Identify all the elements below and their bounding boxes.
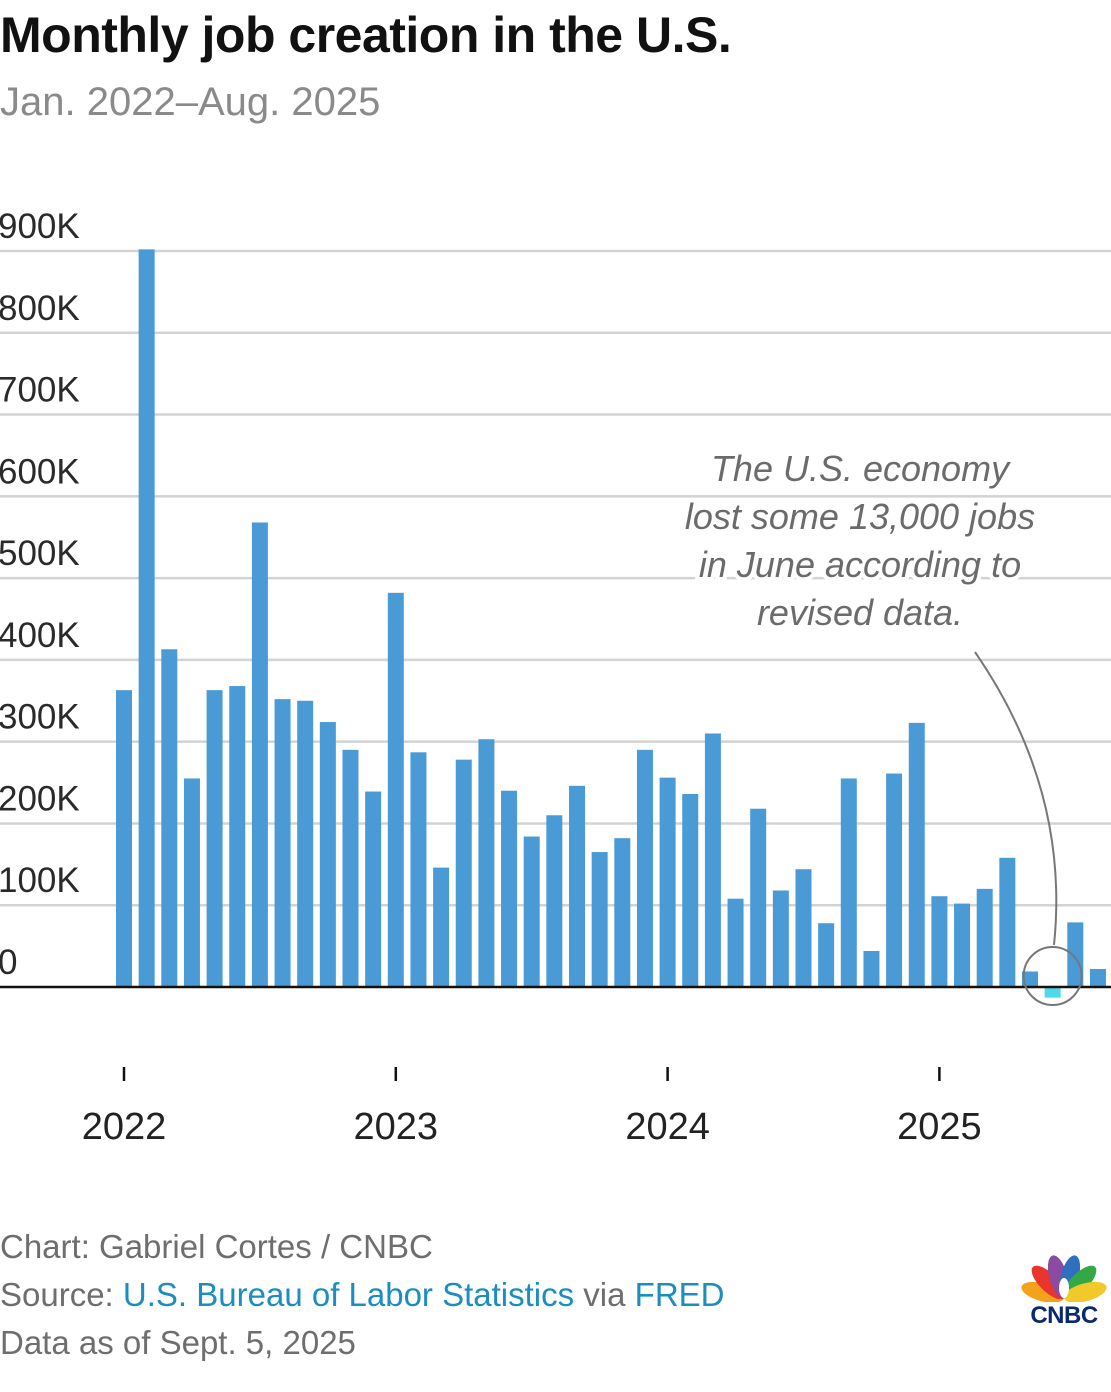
annotation-line: revised data. bbox=[757, 592, 963, 633]
bar-jun-2023 bbox=[501, 790, 518, 987]
bar-mar-2025 bbox=[976, 888, 993, 987]
bar-jun-2022 bbox=[229, 686, 246, 987]
annotation-line: in June according to bbox=[699, 544, 1021, 585]
grid-lines bbox=[0, 249, 1111, 907]
bar-aug-2024 bbox=[818, 923, 835, 987]
bar-chart: 0 100K 200K 300K 400K 500K 600K 700K 800K 900K 20… bbox=[0, 207, 1111, 1148]
annotation-line: The U.S. economy bbox=[711, 448, 1011, 489]
annotation-leader-line bbox=[974, 651, 1058, 946]
bar-nov-2023 bbox=[614, 838, 631, 987]
bar-feb-2022 bbox=[138, 249, 155, 987]
bar-may-2025 bbox=[1022, 971, 1038, 987]
y-tick-label: 800K bbox=[0, 289, 80, 328]
page-title: Monthly job creation in the U.S. bbox=[0, 7, 732, 63]
bar-jan-2025 bbox=[931, 896, 948, 987]
y-tick-label: 700K bbox=[0, 371, 80, 410]
bar-sep-2022 bbox=[297, 700, 314, 987]
y-tick-label: 400K bbox=[0, 616, 80, 655]
y-axis-labels: 0 100K 200K 300K 400K 500K 600K 700K 800K 900K bbox=[0, 207, 80, 982]
x-tick-label: 2022 bbox=[82, 1106, 167, 1148]
chart-credit: Chart: Gabriel Cortes / CNBC bbox=[0, 1228, 433, 1265]
y-tick-label: 0 bbox=[0, 943, 17, 982]
bar-mar-2024 bbox=[704, 733, 721, 987]
bar-dec-2024 bbox=[908, 722, 925, 987]
x-tick-label: 2024 bbox=[625, 1106, 710, 1148]
bar-jul-2022 bbox=[251, 522, 268, 987]
bar-dec-2023 bbox=[636, 749, 653, 987]
bar-feb-2025 bbox=[954, 903, 971, 987]
cnbc-peacock-icon bbox=[1021, 1255, 1107, 1303]
bar-feb-2024 bbox=[682, 794, 699, 987]
page-subtitle: Jan. 2022–Aug. 2025 bbox=[0, 80, 381, 124]
y-tick-label: 100K bbox=[0, 861, 80, 900]
y-tick-label: 900K bbox=[0, 207, 80, 246]
bar-may-2023 bbox=[478, 739, 495, 987]
x-tick-label: 2023 bbox=[354, 1106, 439, 1148]
source-prefix: Source: bbox=[0, 1276, 123, 1313]
cnbc-logo: CNBC bbox=[1016, 1252, 1111, 1332]
bar-may-2024 bbox=[750, 808, 767, 987]
bar-may-2022 bbox=[206, 690, 223, 987]
bar-jun-2025 bbox=[1044, 987, 1061, 998]
bar-jul-2023 bbox=[523, 836, 540, 987]
bar-apr-2024 bbox=[727, 898, 744, 987]
cnbc-logo-text: CNBC bbox=[1030, 1302, 1098, 1329]
bar-feb-2023 bbox=[410, 752, 427, 987]
bar-aug-2022 bbox=[274, 699, 291, 987]
bar-apr-2023 bbox=[455, 759, 472, 987]
bar-aug-2025 bbox=[1089, 969, 1106, 987]
bars bbox=[116, 249, 1106, 998]
x-axis: 2022 2023 2024 2025 bbox=[82, 1067, 982, 1148]
annotation-highlight-circle bbox=[1022, 946, 1083, 1006]
bar-mar-2023 bbox=[433, 867, 450, 987]
y-tick-label: 200K bbox=[0, 779, 80, 818]
source-line: Source: U.S. Bureau of Labor Statistics … bbox=[0, 1276, 725, 1314]
bar-apr-2022 bbox=[183, 778, 200, 987]
bar-apr-2025 bbox=[999, 857, 1016, 987]
bar-jan-2023 bbox=[387, 592, 404, 987]
y-tick-label: 600K bbox=[0, 452, 80, 491]
bar-jul-2024 bbox=[795, 869, 812, 987]
bar-oct-2023 bbox=[591, 852, 608, 987]
bar-mar-2022 bbox=[161, 649, 178, 987]
bar-jul-2025 bbox=[1067, 922, 1084, 987]
bar-dec-2022 bbox=[365, 791, 382, 987]
source-fred-link[interactable]: FRED bbox=[634, 1276, 725, 1313]
bar-oct-2022 bbox=[319, 722, 336, 987]
bar-nov-2022 bbox=[342, 749, 359, 987]
source-bls-link[interactable]: U.S. Bureau of Labor Statistics bbox=[122, 1276, 575, 1313]
data-as-of: Data as of Sept. 5, 2025 bbox=[0, 1324, 356, 1361]
bar-jun-2024 bbox=[772, 890, 789, 987]
annotation: The U.S. economy lost some 13,000 jobs in … bbox=[681, 444, 1083, 1006]
bar-aug-2023 bbox=[546, 815, 563, 987]
bar-jan-2022 bbox=[116, 690, 132, 987]
bar-sep-2023 bbox=[569, 785, 585, 987]
annotation-line: lost some 13,000 jobs bbox=[685, 496, 1035, 537]
source-via: via bbox=[574, 1276, 635, 1313]
x-tick-label: 2025 bbox=[897, 1106, 982, 1148]
y-tick-label: 300K bbox=[0, 698, 80, 737]
y-tick-label: 500K bbox=[0, 534, 80, 573]
bar-jan-2024 bbox=[659, 777, 676, 987]
bar-nov-2024 bbox=[886, 773, 903, 987]
bar-oct-2024 bbox=[863, 951, 880, 987]
bar-sep-2024 bbox=[840, 778, 857, 987]
